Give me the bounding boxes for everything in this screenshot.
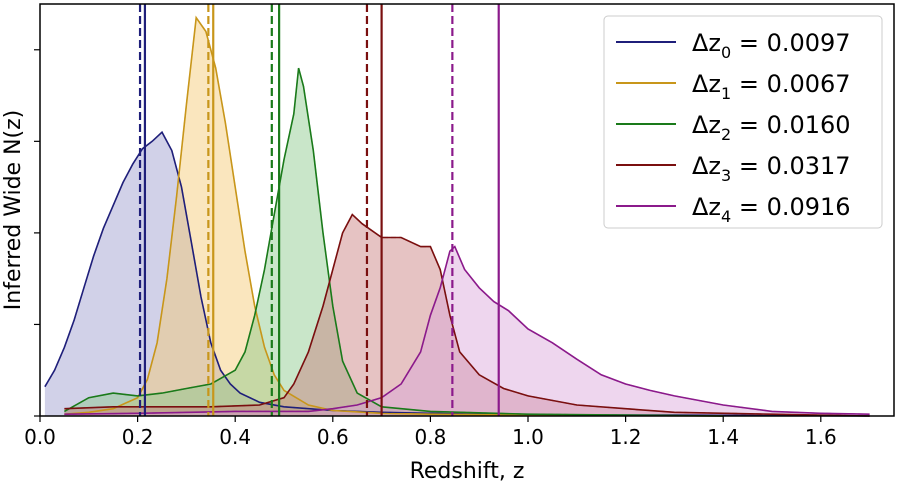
x-tick-label: 0.8 bbox=[414, 425, 446, 449]
axis-layer: 0.0 0.2 0.4 0.6 0.8 1.0 1.2 1.4 1.6 bbox=[24, 49, 837, 449]
x-tick-label: 1.0 bbox=[512, 425, 544, 449]
legend-label-1: Δz1 = 0.0067 bbox=[692, 70, 851, 103]
legend: Δz0 = 0.0097 Δz1 = 0.0067 Δz2 = 0.0160 Δz3 … bbox=[603, 15, 883, 229]
legend-label-0: Δz0 = 0.0097 bbox=[692, 29, 851, 62]
legend-label-2: Δz2 = 0.0160 bbox=[692, 111, 851, 144]
x-tick-label: 0.4 bbox=[219, 425, 251, 449]
plot-layer bbox=[44, 4, 870, 417]
x-tick-label: 1.6 bbox=[805, 425, 837, 449]
plot-frame bbox=[39, 3, 895, 417]
x-tick-label: 1.2 bbox=[610, 425, 642, 449]
series-4-area bbox=[64, 246, 870, 416]
legend-label-4: Δz4 = 0.0916 bbox=[692, 193, 851, 226]
series-1-line bbox=[64, 15, 724, 417]
x-axis-title: Redshift, z bbox=[410, 459, 525, 484]
series-4-line bbox=[64, 245, 870, 415]
x-tick-label: 0.0 bbox=[24, 425, 56, 449]
y-axis-title: Inferred Wide N(z) bbox=[1, 110, 26, 310]
legend-box bbox=[603, 15, 883, 229]
series-0-area bbox=[44, 132, 870, 416]
series-0-line bbox=[44, 130, 870, 417]
series-2-line bbox=[64, 67, 724, 417]
x-tick-label: 0.6 bbox=[317, 425, 349, 449]
x-tick-label: 1.4 bbox=[707, 425, 739, 449]
series-1-area bbox=[64, 17, 724, 416]
legend-label-3: Δz3 = 0.0317 bbox=[692, 152, 851, 185]
x-tick-label: 0.2 bbox=[122, 425, 154, 449]
series-3-area bbox=[64, 214, 870, 416]
